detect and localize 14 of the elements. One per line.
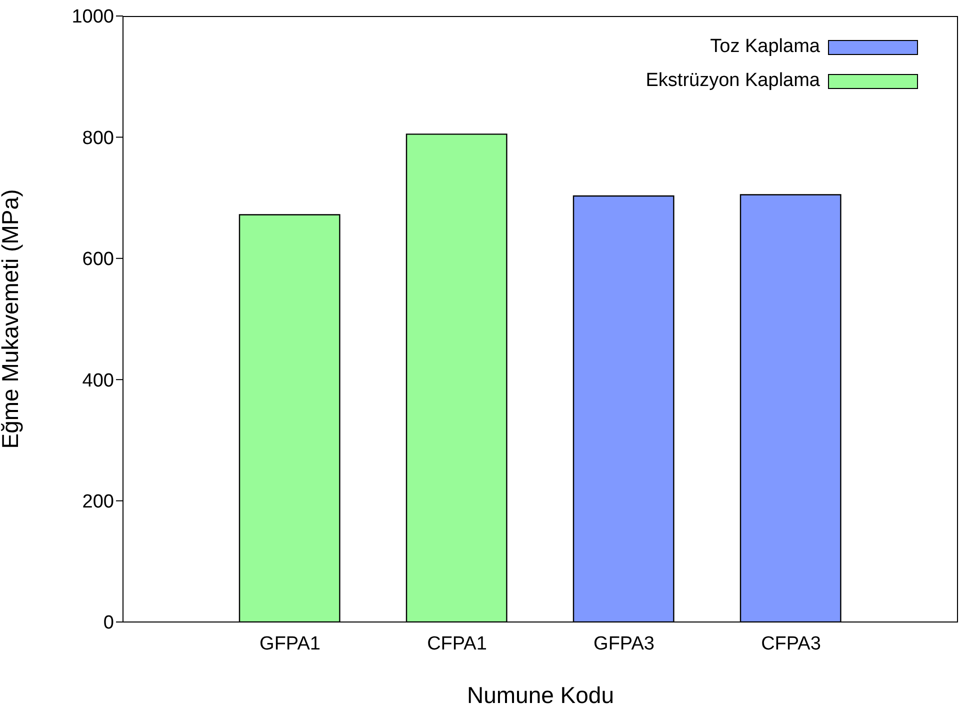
- y-tick-label: 400: [82, 370, 114, 392]
- y-tick-label: 200: [82, 492, 114, 513]
- y-tick-label: 800: [82, 128, 114, 149]
- x-tick-label: GFPA3: [594, 633, 654, 654]
- x-tick-label: GFPA1: [260, 633, 320, 654]
- legend-label: Ekstrüzyon Kaplama: [646, 70, 820, 92]
- y-tick-label: 1000: [72, 6, 114, 28]
- x-tick-label: CFPA1: [427, 633, 487, 654]
- x-axis-title: Numune Kodu: [466, 682, 614, 708]
- y-axis-title: Eğme Mukavemeti (MPa): [0, 189, 24, 449]
- legend-label: Toz Kaplama: [710, 36, 820, 58]
- x-tick-label: CFPA3: [761, 633, 821, 654]
- y-tick-label: 0: [103, 612, 114, 634]
- y-tick-label: 600: [82, 249, 114, 270]
